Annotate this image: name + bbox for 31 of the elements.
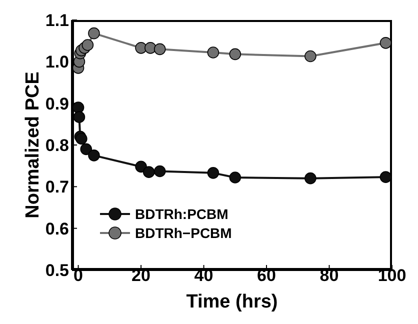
y-tick-label: 0.9 [45, 94, 69, 114]
point [380, 171, 392, 183]
point [304, 172, 316, 184]
point [380, 37, 392, 49]
point [304, 50, 316, 62]
y-tick-label: 0.5 [45, 261, 69, 280]
point [207, 46, 220, 58]
y-tick-label: 0.6 [45, 219, 69, 238]
point [144, 42, 156, 54]
point [88, 150, 100, 162]
point [207, 167, 220, 179]
y-axis-title: Normalized PCE [22, 72, 44, 218]
point [72, 102, 84, 114]
legend-label: BDTRh−PCBM [135, 224, 232, 240]
x-axis-title: Time (hrs) [186, 291, 278, 312]
y-tick-label: 1.0 [45, 52, 69, 72]
point [135, 42, 147, 54]
y-tick-label: 0.7 [45, 178, 69, 197]
point [88, 27, 100, 40]
point [142, 166, 155, 178]
y-tick-label: 0.8 [45, 136, 69, 156]
point [154, 165, 166, 178]
point [229, 48, 242, 60]
point [82, 39, 94, 51]
point [229, 172, 242, 184]
legend-label: BDTRh:PCBM [135, 206, 228, 222]
point [80, 143, 92, 156]
point [73, 111, 86, 123]
point [135, 160, 147, 173]
point [154, 43, 166, 56]
y-tick-label: 1.1 [45, 11, 69, 30]
